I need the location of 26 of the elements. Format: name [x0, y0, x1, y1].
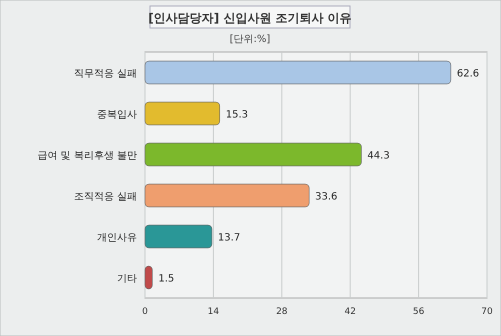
bar [144, 224, 212, 248]
y-tick-label: 중복입사 [97, 110, 137, 120]
bar [144, 102, 220, 126]
bar [144, 142, 362, 166]
y-tick-label: 조직적응 실패 [74, 192, 137, 202]
data-label: 1.5 [158, 274, 174, 284]
x-tick-label: 28 [276, 307, 288, 317]
y-tick-label: 개인사유 [97, 232, 137, 244]
x-tick-label: 56 [412, 307, 425, 317]
y-tick-label: 급여 및 복리후생 불만 [37, 150, 137, 162]
y-tick-label: 기타 [117, 274, 137, 284]
data-label: 13.7 [218, 232, 240, 244]
data-label: 15.3 [226, 110, 248, 120]
x-tick-label: 70 [481, 307, 493, 317]
chart-subtitle: [단위:%] [230, 34, 270, 45]
data-label: 33.6 [315, 192, 338, 202]
y-tick-label: 직무적응 실패 [74, 68, 137, 80]
bar [144, 184, 310, 208]
bar [144, 266, 153, 290]
data-label: 44.3 [367, 150, 390, 162]
x-tick-label: 0 [142, 307, 148, 317]
x-tick-label: 14 [208, 307, 220, 317]
chart-title: [인사담당자] 신입사원 조기퇴사 이유 [148, 11, 352, 25]
data-label: 62.6 [456, 68, 480, 80]
x-tick-label: 42 [344, 307, 356, 317]
bar [144, 60, 452, 84]
